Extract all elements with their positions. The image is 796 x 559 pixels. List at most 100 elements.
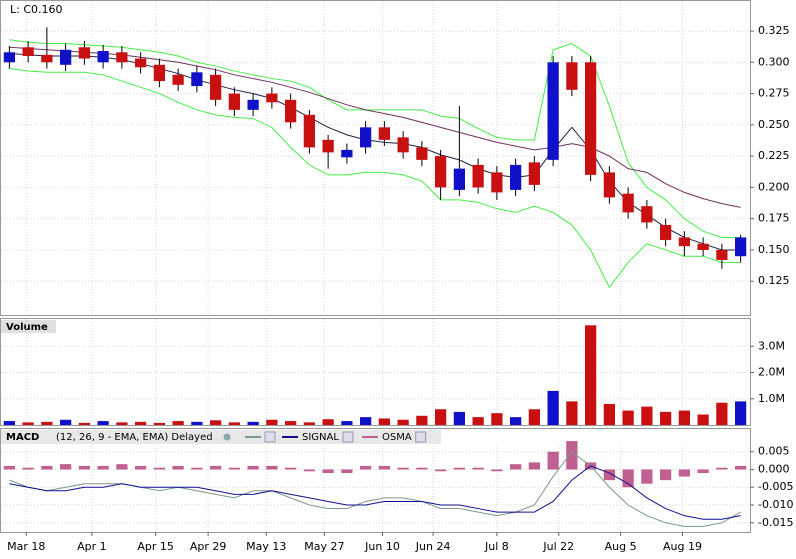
x-tick-label: Jun 10 bbox=[364, 540, 400, 553]
signal-line bbox=[9, 465, 741, 520]
y-tick-label: 2.0M bbox=[758, 366, 785, 379]
volume-bar bbox=[735, 401, 747, 425]
osma-bar bbox=[435, 469, 447, 472]
volume-bar bbox=[566, 401, 578, 425]
candle-body bbox=[341, 149, 353, 158]
macd-title: MACD bbox=[6, 432, 39, 443]
y-tick-label: -0.010 bbox=[758, 498, 793, 511]
y-tick-label: -0.015 bbox=[758, 516, 793, 529]
osma-bar bbox=[285, 467, 297, 470]
osma-bar bbox=[491, 469, 503, 472]
x-tick-label: Apr 1 bbox=[77, 540, 107, 553]
y-tick-label: 0.225 bbox=[758, 149, 790, 162]
x-tick-label: Jul 8 bbox=[484, 540, 509, 553]
legend-label: SIGNAL bbox=[302, 432, 339, 443]
osma-bar bbox=[247, 465, 259, 470]
x-tick-label: Apr 29 bbox=[190, 540, 227, 553]
volume-bar bbox=[397, 419, 409, 425]
legend-toggle[interactable] bbox=[415, 431, 427, 443]
osma-bar bbox=[60, 464, 72, 470]
volume-bar bbox=[153, 422, 165, 425]
legend-toggle[interactable] bbox=[342, 431, 354, 443]
osma-bar bbox=[735, 465, 747, 470]
candle-body bbox=[716, 249, 728, 260]
candle-body bbox=[41, 54, 53, 63]
volume-bar bbox=[660, 411, 672, 425]
candle-body bbox=[510, 164, 522, 190]
overlay-line bbox=[9, 39, 741, 238]
candle-body bbox=[566, 62, 578, 90]
volume-bar bbox=[603, 404, 615, 425]
osma-bar bbox=[341, 469, 353, 474]
osma-bar bbox=[210, 465, 222, 470]
volume-bar bbox=[135, 421, 147, 425]
osma-bar bbox=[716, 467, 728, 470]
osma-bar bbox=[303, 469, 315, 472]
candle-body bbox=[322, 139, 334, 153]
candle-body bbox=[22, 47, 34, 57]
x-tick-label: Jun 24 bbox=[415, 540, 451, 553]
candle-body bbox=[660, 224, 672, 240]
y-tick-label: 1.0M bbox=[758, 392, 785, 405]
macd-panel bbox=[0, 428, 751, 533]
candle-body bbox=[697, 243, 709, 250]
volume-bar bbox=[378, 418, 390, 425]
volume-header bbox=[1, 320, 56, 333]
volume-bar bbox=[453, 411, 465, 425]
osma-bar bbox=[78, 465, 90, 470]
volume-bar bbox=[622, 410, 634, 425]
macd-params: (12, 26, 9 - EMA, EMA) Delayed bbox=[56, 432, 213, 443]
volume-bar bbox=[678, 410, 690, 425]
candle-body bbox=[641, 206, 653, 223]
volume-bar bbox=[97, 421, 109, 425]
osma-bar bbox=[566, 441, 578, 470]
volume-bar bbox=[472, 417, 484, 425]
candle-body bbox=[585, 62, 597, 175]
x-tick-label: Mar 18 bbox=[7, 540, 45, 553]
candle-body bbox=[416, 147, 428, 160]
candle-body bbox=[191, 72, 203, 87]
y-tick-label: 0.125 bbox=[758, 274, 790, 287]
volume-bar bbox=[547, 390, 559, 425]
candle-body bbox=[472, 164, 484, 188]
y-tick-label: 3.0M bbox=[758, 339, 785, 352]
osma-bar bbox=[322, 469, 334, 474]
volume-bar bbox=[210, 420, 222, 425]
settings-icon[interactable] bbox=[223, 433, 231, 441]
osma-bar bbox=[360, 465, 372, 470]
volume-panel bbox=[0, 318, 751, 426]
osma-bar bbox=[397, 467, 409, 470]
volume-bar bbox=[435, 409, 447, 425]
candle-body bbox=[135, 58, 147, 68]
candle-body bbox=[547, 62, 559, 160]
candle-body bbox=[622, 193, 634, 213]
candle-body bbox=[360, 127, 372, 148]
last-price: L: C0.160 bbox=[10, 3, 63, 16]
osma-bar bbox=[622, 469, 634, 488]
osma-bar bbox=[678, 469, 690, 477]
y-tick-label: 0.005 bbox=[758, 445, 790, 458]
volume-bar bbox=[491, 413, 503, 425]
osma-bar bbox=[97, 465, 109, 470]
candle-body bbox=[285, 99, 297, 123]
volume-bar bbox=[360, 417, 372, 425]
osma-bar bbox=[603, 469, 615, 481]
x-tick-label: Jul 22 bbox=[542, 540, 574, 553]
candle-body bbox=[172, 74, 184, 85]
y-tick-label: 0.250 bbox=[758, 118, 790, 131]
osma-bar bbox=[528, 462, 540, 470]
osma-bar bbox=[453, 467, 465, 470]
volume-bar bbox=[585, 325, 597, 425]
candle-body bbox=[735, 237, 747, 257]
x-tick-label: May 13 bbox=[246, 540, 286, 553]
y-tick-label: 0.000 bbox=[758, 462, 790, 475]
candle-body bbox=[210, 74, 222, 100]
osma-bar bbox=[116, 464, 128, 470]
volume-bar bbox=[416, 415, 428, 425]
volume-bar bbox=[528, 409, 540, 425]
legend-toggle[interactable] bbox=[264, 431, 276, 443]
overlay-line bbox=[9, 53, 741, 251]
volume-bar bbox=[172, 421, 184, 425]
volume-bar bbox=[228, 422, 240, 425]
